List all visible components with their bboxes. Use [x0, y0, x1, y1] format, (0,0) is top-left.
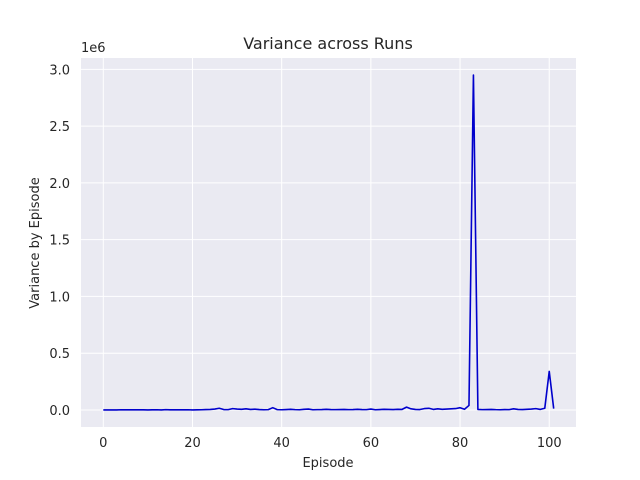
- y-offset-label: 1e6: [81, 41, 106, 56]
- plot-background: [81, 58, 576, 427]
- x-axis-label: Episode: [302, 456, 353, 471]
- y-tick-label: 1.5: [49, 234, 70, 249]
- x-tick-label: 20: [184, 436, 201, 451]
- y-tick-label: 3.0: [49, 63, 70, 78]
- x-tick-label: 40: [273, 436, 290, 451]
- x-tick-label: 60: [363, 436, 380, 451]
- y-tick-label: 0.5: [49, 347, 70, 362]
- y-axis-label: Variance by Episode: [28, 177, 43, 308]
- x-tick-label: 80: [452, 436, 469, 451]
- y-tick-label: 1.0: [49, 290, 70, 305]
- grid-lines: [81, 58, 576, 427]
- chart-title: Variance across Runs: [243, 34, 413, 53]
- y-tick-labels: 0.0 0.5 1.0 1.5 2.0 2.5 3.0: [49, 63, 70, 419]
- series-line: [103, 74, 555, 411]
- x-tick-label: 0: [99, 436, 107, 451]
- y-tick-label: 0.0: [49, 404, 70, 419]
- series-layer: [103, 74, 555, 411]
- x-tick-labels: 0 20 40 60 80 100: [99, 436, 562, 451]
- x-tick-label: 100: [537, 436, 562, 451]
- y-tick-label: 2.5: [49, 120, 70, 135]
- y-tick-label: 2.0: [49, 177, 70, 192]
